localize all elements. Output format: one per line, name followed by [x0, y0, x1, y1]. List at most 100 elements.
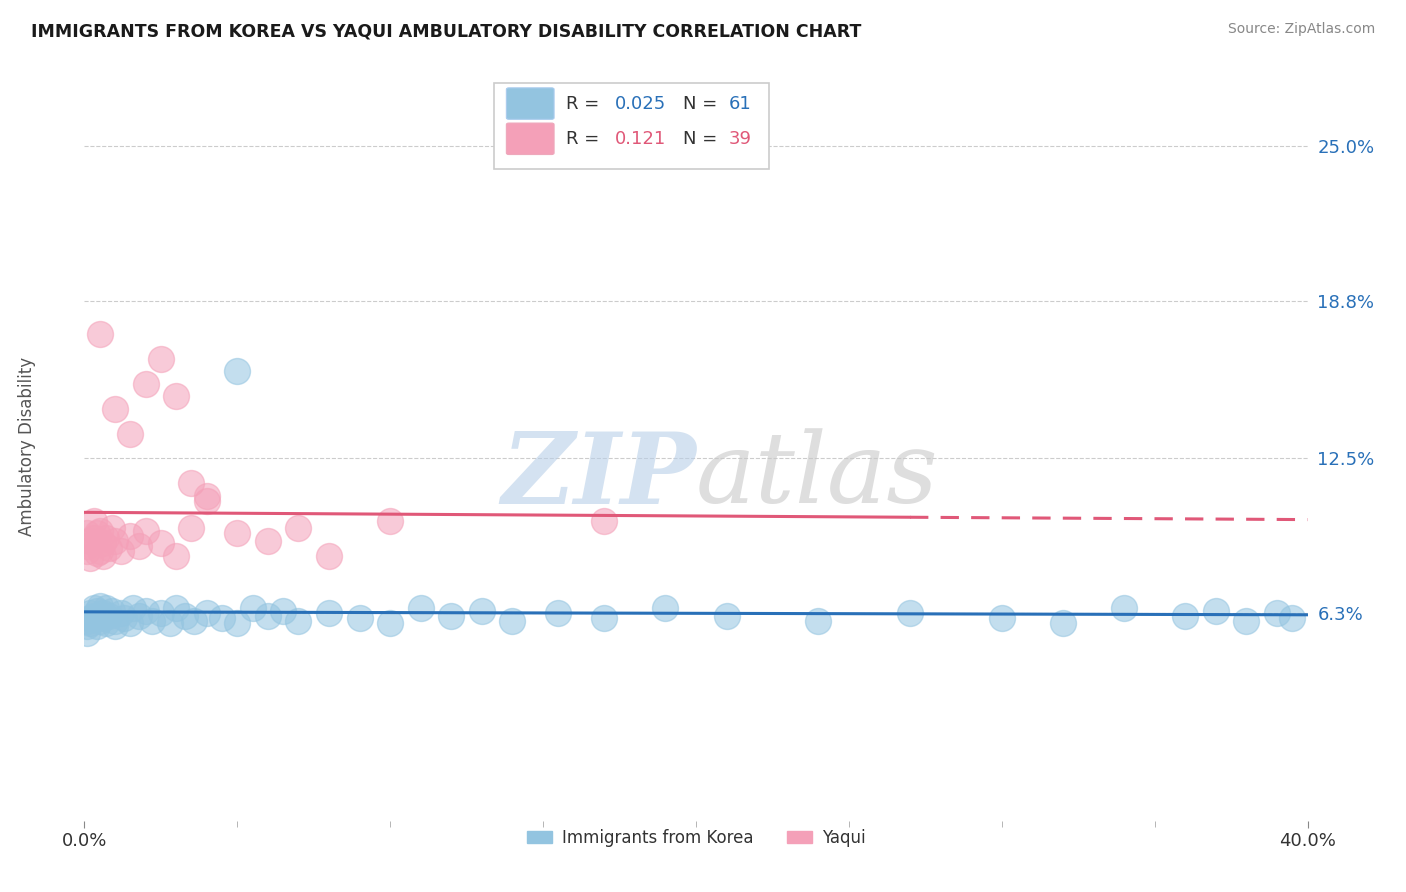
Point — [1281, 611, 1303, 625]
Point — [97, 608, 120, 623]
Point — [898, 607, 921, 621]
Point — [1265, 607, 1288, 621]
Point — [94, 616, 117, 631]
Point — [104, 614, 127, 628]
Point — [593, 514, 616, 528]
Point — [165, 601, 187, 615]
FancyBboxPatch shape — [506, 123, 554, 154]
Point — [183, 614, 205, 628]
Point — [180, 521, 202, 535]
Point — [287, 614, 309, 628]
Point — [76, 526, 98, 541]
Point — [1052, 616, 1074, 631]
Point — [89, 614, 111, 628]
Point — [94, 532, 117, 546]
Point — [76, 626, 98, 640]
Point — [110, 607, 132, 621]
Point — [83, 514, 105, 528]
Text: R =: R = — [567, 130, 612, 148]
Point — [101, 604, 124, 618]
Point — [135, 524, 157, 538]
Point — [97, 541, 120, 556]
Point — [141, 614, 163, 628]
Point — [112, 611, 135, 625]
Y-axis label: Ambulatory Disability: Ambulatory Disability — [18, 357, 35, 535]
Text: N =: N = — [682, 95, 723, 112]
Point — [91, 607, 114, 621]
Point — [128, 608, 150, 623]
Point — [226, 364, 249, 378]
Point — [257, 533, 280, 548]
Point — [159, 616, 181, 631]
Point — [1236, 614, 1258, 628]
Point — [211, 611, 233, 625]
Point — [89, 524, 111, 538]
Text: Source: ZipAtlas.com: Source: ZipAtlas.com — [1227, 22, 1375, 37]
Point — [195, 494, 218, 508]
Legend: Immigrants from Korea, Yaqui: Immigrants from Korea, Yaqui — [520, 822, 872, 854]
Point — [120, 426, 142, 441]
Point — [287, 521, 309, 535]
Point — [91, 549, 114, 563]
Point — [257, 608, 280, 623]
Point — [79, 611, 101, 625]
Text: R =: R = — [567, 95, 606, 112]
FancyBboxPatch shape — [494, 83, 769, 169]
Point — [149, 607, 172, 621]
Point — [76, 544, 98, 558]
Text: 61: 61 — [728, 95, 752, 112]
Point — [120, 616, 142, 631]
Point — [165, 549, 187, 563]
Text: 0.025: 0.025 — [616, 95, 666, 112]
FancyBboxPatch shape — [506, 87, 554, 120]
Point — [1205, 604, 1227, 618]
Point — [149, 536, 172, 550]
Point — [89, 544, 111, 558]
Text: 39: 39 — [728, 130, 752, 148]
Point — [593, 611, 616, 625]
Text: ZIP: ZIP — [501, 428, 696, 524]
Point — [195, 607, 218, 621]
Point — [89, 599, 111, 613]
Point — [409, 601, 432, 615]
Point — [226, 616, 249, 631]
Point — [380, 514, 402, 528]
Point — [195, 489, 218, 503]
Point — [128, 539, 150, 553]
Point — [76, 539, 98, 553]
Point — [101, 521, 124, 535]
Point — [380, 616, 402, 631]
Point — [86, 619, 108, 633]
Point — [180, 476, 202, 491]
Point — [135, 604, 157, 618]
Point — [349, 611, 371, 625]
Point — [440, 608, 463, 623]
Point — [226, 526, 249, 541]
Point — [76, 619, 98, 633]
Point — [174, 608, 197, 623]
Point — [242, 601, 264, 615]
Point — [110, 544, 132, 558]
Text: N =: N = — [682, 130, 723, 148]
Point — [94, 601, 117, 615]
Text: IMMIGRANTS FROM KOREA VS YAQUI AMBULATORY DISABILITY CORRELATION CHART: IMMIGRANTS FROM KOREA VS YAQUI AMBULATOR… — [31, 22, 862, 40]
Point — [1114, 601, 1136, 615]
Point — [120, 529, 142, 543]
Point — [83, 608, 105, 623]
Point — [91, 536, 114, 550]
Point — [716, 608, 738, 623]
Text: 0.121: 0.121 — [616, 130, 666, 148]
Point — [91, 611, 114, 625]
Point — [79, 533, 101, 548]
Point — [471, 604, 494, 618]
Point — [83, 601, 105, 615]
Point — [654, 601, 676, 615]
Point — [104, 619, 127, 633]
Point — [86, 604, 108, 618]
Point — [807, 614, 830, 628]
Point — [502, 614, 524, 628]
Point — [76, 614, 98, 628]
Point — [86, 526, 108, 541]
Point — [79, 616, 101, 631]
Point — [991, 611, 1014, 625]
